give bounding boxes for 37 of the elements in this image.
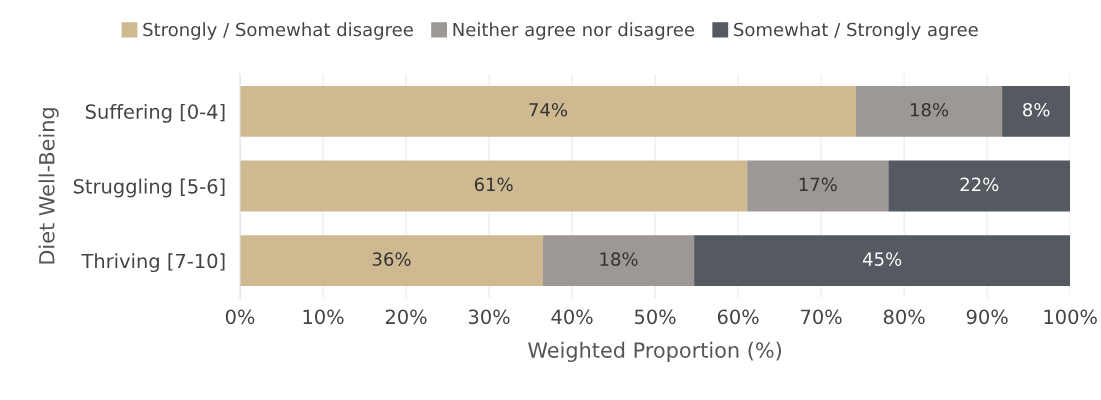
y-tick-label: Struggling [5-6] (73, 178, 225, 198)
x-tick-label: 30% (468, 309, 510, 325)
data-label: 18% (910, 102, 949, 117)
x-tick-label: 60% (717, 309, 759, 325)
data-label: 18% (600, 252, 638, 266)
x-tick-label: 90% (966, 309, 1008, 325)
x-tick-label: 70% (801, 309, 842, 325)
y-axis-title: Diet Well-Being (38, 108, 59, 264)
bar (694, 235, 1071, 287)
legend-label: Strongly / Somewhat disagree (143, 22, 413, 40)
x-tick-label: 10% (303, 309, 344, 325)
data-label: 45% (862, 252, 902, 266)
bar (240, 160, 748, 212)
bar (240, 235, 544, 287)
data-label: 61% (474, 177, 513, 192)
bar (855, 85, 1003, 137)
bar (240, 85, 856, 137)
x-axis-title: Weighted Proportion (%) (528, 341, 781, 362)
x-tick-label: 100% (1044, 309, 1097, 325)
x-tick-label: 40% (551, 309, 593, 325)
bar (747, 160, 889, 212)
y-tick-label: Thriving [7-10] (81, 253, 225, 273)
bar (888, 160, 1071, 212)
bar (1002, 85, 1071, 137)
data-label: 22% (960, 177, 999, 192)
data-label: 8% (1023, 102, 1050, 117)
x-tick-label: 0% (225, 309, 255, 325)
y-tick-label: Suffering [0-4] (85, 103, 225, 123)
legend-label: Neither agree nor disagree (453, 22, 695, 40)
bar (543, 235, 695, 287)
x-tick-label: 50% (634, 309, 676, 325)
legend-label: Somewhat / Strongly agree (734, 22, 978, 40)
x-tick-label: 80% (883, 309, 925, 325)
data-label: 36% (372, 252, 411, 266)
data-label: 17% (799, 177, 837, 192)
x-tick-label: 20% (385, 309, 427, 325)
data-label: 74% (529, 102, 568, 117)
